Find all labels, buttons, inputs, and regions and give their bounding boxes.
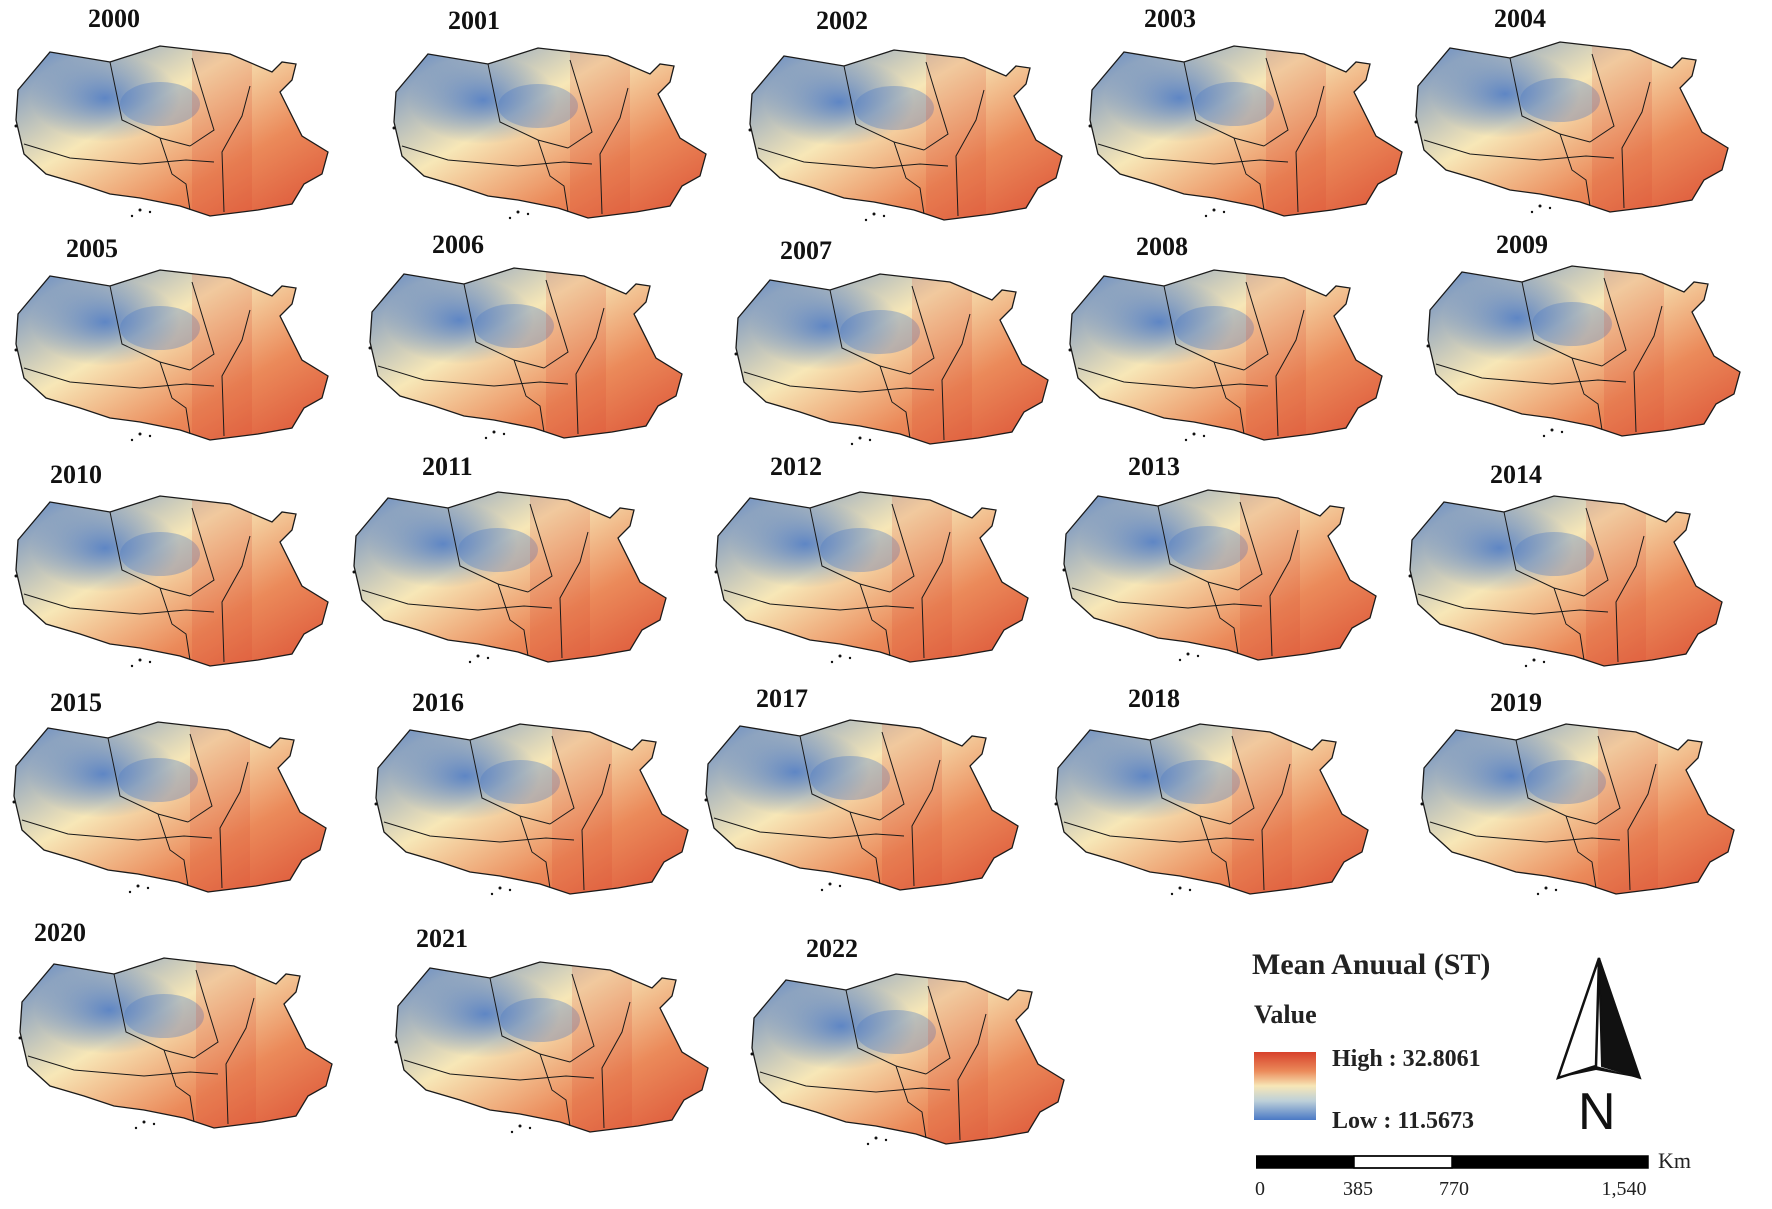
year-label: 2002 (816, 6, 868, 35)
temperature-map (734, 273, 1049, 446)
temperature-map (374, 723, 689, 896)
year-label: 2010 (50, 460, 102, 489)
temperature-map (392, 47, 707, 220)
temperature-map (748, 49, 1063, 222)
year-label: 2011 (422, 452, 473, 481)
year-label: 2019 (1490, 688, 1542, 717)
legend-title: Mean Anuual (ST) (1252, 948, 1491, 981)
year-label: 2000 (88, 4, 140, 33)
year-label: 2007 (780, 236, 832, 265)
scale-unit-label: Km (1658, 1148, 1691, 1173)
year-label: 2005 (66, 234, 118, 263)
year-label: 2020 (34, 918, 86, 947)
temperature-map (1426, 265, 1741, 438)
legend-high-label: High : 32.8061 (1332, 1046, 1481, 1072)
temperature-map (12, 721, 327, 894)
temperature-map (352, 491, 667, 664)
temperature-map (14, 495, 329, 668)
temperature-map (18, 957, 333, 1130)
scale-tick-label: 0 (1255, 1178, 1265, 1200)
year-label: 2013 (1128, 452, 1180, 481)
year-label: 2009 (1496, 230, 1548, 259)
year-label: 2014 (1490, 460, 1542, 489)
year-label: 2004 (1494, 4, 1546, 33)
year-label: 2016 (412, 688, 464, 717)
temperature-map (368, 267, 683, 440)
year-label: 2022 (806, 934, 858, 963)
scale-tick-label: 385 (1343, 1178, 1373, 1200)
year-label: 2006 (432, 230, 484, 259)
temperature-map (714, 491, 1029, 664)
scale-bar: Km 0 385 770 1,540 (1255, 1148, 1691, 1206)
year-label: 2017 (756, 684, 808, 713)
north-arrow-icon (1556, 957, 1642, 1080)
temperature-map (1420, 723, 1735, 896)
year-label: 2018 (1128, 684, 1180, 713)
year-label: 2003 (1144, 4, 1196, 33)
year-label: 2015 (50, 688, 102, 717)
legend: Mean Anuual (ST) Value High : 32.8061 Lo… (1252, 948, 1752, 1203)
year-label: 2001 (448, 6, 500, 35)
year-label: 2021 (416, 924, 468, 953)
year-label: 2012 (770, 452, 822, 481)
temperature-map (1414, 41, 1729, 214)
temperature-map (1054, 723, 1369, 896)
scale-tick-label: 1,540 (1601, 1178, 1647, 1200)
temperature-map (394, 961, 709, 1134)
temperature-map (1408, 495, 1723, 668)
scale-tick-label: 770 (1439, 1178, 1469, 1200)
year-label: 2008 (1136, 232, 1188, 261)
temperature-map (1068, 269, 1383, 442)
temperature-map (14, 45, 329, 218)
legend-low-label: Low : 11.5673 (1332, 1108, 1475, 1134)
temperature-map (750, 973, 1065, 1146)
north-letter: N (1578, 1083, 1616, 1141)
temperature-map (1062, 489, 1377, 662)
temperature-map (1088, 45, 1403, 218)
legend-color-ramp (1254, 1052, 1316, 1120)
temperature-map (704, 719, 1019, 892)
temperature-map (14, 269, 329, 442)
legend-subtitle: Value (1254, 1000, 1317, 1029)
